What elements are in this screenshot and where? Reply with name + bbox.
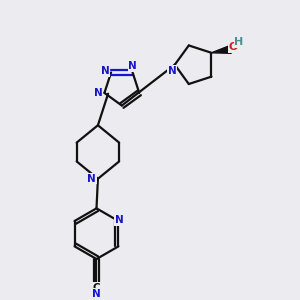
Text: N: N xyxy=(168,66,176,76)
Polygon shape xyxy=(212,46,231,53)
Text: N: N xyxy=(128,61,137,71)
Text: O: O xyxy=(228,42,238,52)
Text: C: C xyxy=(93,283,100,293)
Text: N: N xyxy=(87,174,96,184)
Text: N: N xyxy=(101,66,110,76)
Text: N: N xyxy=(92,289,101,299)
Text: H: H xyxy=(234,38,244,47)
Text: N: N xyxy=(115,215,124,225)
Text: N: N xyxy=(94,88,103,98)
